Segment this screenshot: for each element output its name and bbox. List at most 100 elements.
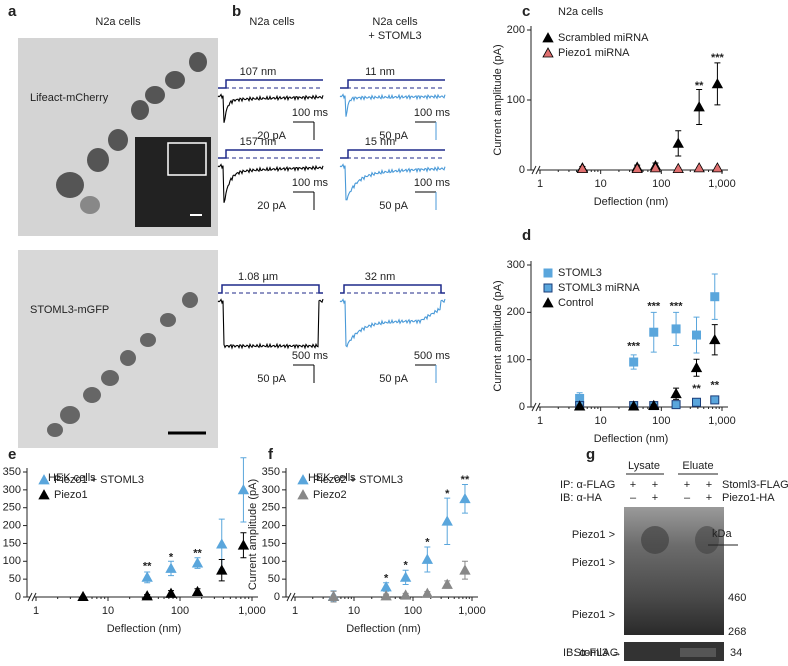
panel-label: e xyxy=(8,446,16,463)
y-axis-label: Current amplitude (pA) xyxy=(492,280,504,391)
current-trace xyxy=(339,93,446,117)
column-subtitle: + STOML3 xyxy=(368,30,421,42)
y-axis-label: Current amplitude (pA) xyxy=(247,479,259,590)
y-tick-label: 100 xyxy=(262,555,280,567)
current-scale-label: 20 pA xyxy=(257,130,286,142)
significance: ** xyxy=(692,383,701,395)
marker xyxy=(459,492,471,504)
marker xyxy=(631,162,643,173)
significance: * xyxy=(425,537,430,549)
marker xyxy=(165,562,177,573)
marker xyxy=(693,162,705,173)
marker xyxy=(671,400,681,410)
unit: kDa xyxy=(712,528,732,540)
time-scale-label: 100 ms xyxy=(414,177,451,189)
marker xyxy=(672,137,684,148)
legend-marker xyxy=(297,489,309,500)
significance: ** xyxy=(461,474,470,486)
cells xyxy=(56,52,207,214)
marker xyxy=(710,292,720,302)
marker xyxy=(672,162,684,173)
axis-break xyxy=(31,592,37,602)
x-axis-label: Deflection (nm) xyxy=(594,196,669,208)
marker xyxy=(380,590,392,601)
significance: *** xyxy=(647,301,661,313)
stimulus-trace xyxy=(218,79,323,89)
marker xyxy=(690,361,703,373)
size-marker: 268 xyxy=(728,626,746,638)
x-axis-label: Deflection (nm) xyxy=(594,433,669,445)
sign: + xyxy=(706,479,712,491)
marker xyxy=(709,333,721,345)
row-right-label: Piezo1-HA xyxy=(722,492,775,504)
y-tick-label: 250 xyxy=(262,502,280,514)
x-tick-label: 1 xyxy=(537,415,543,427)
y-tick-label: 0 xyxy=(15,591,21,603)
axis-break-gap xyxy=(289,593,293,601)
legend-label: Piezo2 xyxy=(313,489,347,501)
band xyxy=(695,526,719,554)
marker xyxy=(693,101,705,112)
y-tick-label: 100 xyxy=(507,94,525,106)
axis-break xyxy=(27,592,33,602)
current-scale-label: 50 pA xyxy=(379,373,408,385)
column-header: Lysate xyxy=(628,460,660,472)
panel-label: c xyxy=(522,3,530,20)
x-tick-label: 100 xyxy=(652,178,670,190)
marker xyxy=(237,484,250,495)
blot xyxy=(624,642,724,664)
significance: ** xyxy=(695,80,704,92)
marker xyxy=(191,585,204,597)
stimulus-trace xyxy=(340,284,445,294)
stimulus-label: 32 nm xyxy=(365,271,396,283)
y-tick-label: 300 xyxy=(507,259,525,271)
marker xyxy=(573,400,586,411)
band xyxy=(680,648,716,657)
stimulus-label: 1.08 µm xyxy=(238,271,278,283)
size-marker: 460 xyxy=(728,592,746,604)
micrograph xyxy=(18,250,218,448)
row-label: IP: α-FLAG xyxy=(560,479,615,491)
column-title: N2a cells xyxy=(372,16,418,28)
x-tick-label: 10 xyxy=(348,605,360,617)
y-tick-label: 100 xyxy=(3,555,21,567)
panel-label: d xyxy=(522,227,531,244)
marker xyxy=(77,590,89,602)
legend-label: STOML3 xyxy=(558,267,602,279)
axis-break xyxy=(290,592,296,602)
legend-label: Control xyxy=(558,297,593,309)
image-label: STOML3-mGFP xyxy=(30,304,109,316)
sign: + xyxy=(652,479,658,491)
chart-title: HEK cells xyxy=(308,472,356,484)
significance: ** xyxy=(143,561,152,573)
band xyxy=(641,526,669,554)
marker xyxy=(421,553,434,564)
significance: *** xyxy=(670,301,684,313)
row-right-label: Stoml3-FLAG xyxy=(722,479,788,491)
stimulus-label: 157 nm xyxy=(240,136,277,148)
sign: + xyxy=(706,492,712,504)
image-label: Lifeact-mCherry xyxy=(30,92,109,104)
time-scale-label: 100 ms xyxy=(292,107,329,119)
y-axis-label: Current amplitude (pA) xyxy=(492,44,504,155)
panel-label: a xyxy=(8,3,17,20)
marker xyxy=(399,571,412,582)
marker xyxy=(459,564,471,575)
marker xyxy=(141,571,153,582)
panel-title: N2a cells xyxy=(95,16,141,28)
legend-marker xyxy=(543,268,553,278)
x-tick-label: 1 xyxy=(537,178,543,190)
legend-marker xyxy=(542,297,554,308)
chart-title: HEK cells xyxy=(48,472,96,484)
stimulus-label: 15 nm xyxy=(365,136,396,148)
marker xyxy=(576,162,589,173)
significance: *** xyxy=(711,52,725,64)
y-tick-label: 200 xyxy=(507,306,525,318)
sign: – xyxy=(630,492,637,504)
marker xyxy=(399,589,412,600)
y-tick-label: 50 xyxy=(268,573,280,585)
x-tick-label: 10 xyxy=(595,415,607,427)
axis-break xyxy=(535,165,541,175)
legend-marker xyxy=(542,32,554,43)
x-tick-label: 1,000 xyxy=(458,605,486,617)
